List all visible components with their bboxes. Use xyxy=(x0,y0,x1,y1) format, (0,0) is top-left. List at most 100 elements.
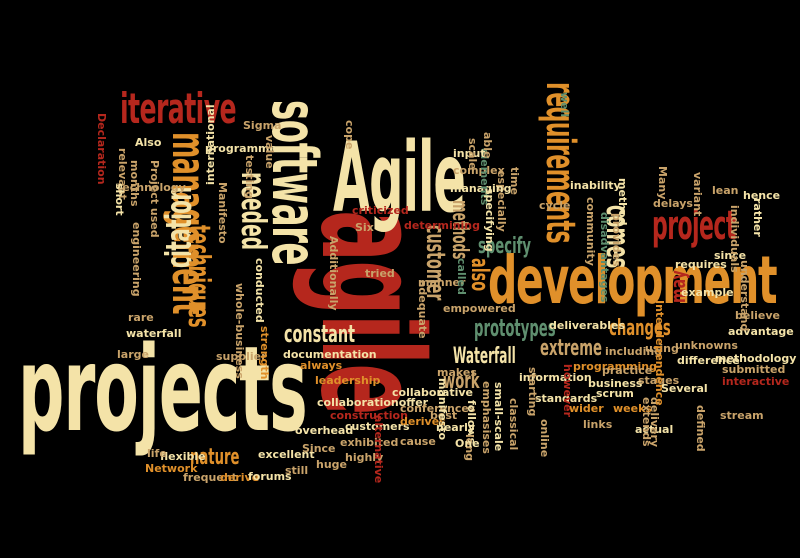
word-however: however xyxy=(561,364,574,418)
word-agile-cap: Agile xyxy=(333,122,466,234)
word-nature: nature xyxy=(190,445,240,470)
word-interactive: interactive xyxy=(722,375,790,388)
word-strength: strength xyxy=(258,326,271,380)
word-small-scale: small-scale xyxy=(492,382,505,452)
word-derives: derives xyxy=(400,415,446,428)
word-extreme: extreme xyxy=(540,336,602,361)
word-provides: provides xyxy=(610,213,623,267)
word-forums: forums xyxy=(248,470,292,483)
word-practice: practice xyxy=(602,364,653,377)
word-weeks: weeks xyxy=(613,402,652,415)
word-determining: determining xyxy=(404,219,481,232)
word-methodology: methodology xyxy=(715,352,797,365)
word-hence: hence xyxy=(743,189,781,202)
word-rare: rare xyxy=(128,311,154,324)
word-whole-business: whole-business xyxy=(233,283,246,379)
word-since-cap: Since xyxy=(302,442,336,455)
word-specifying: specifying xyxy=(483,188,496,252)
word-programming: programming xyxy=(573,360,657,373)
word-defined: defined xyxy=(694,405,707,452)
word-online: online xyxy=(538,419,551,458)
word-managing: managing xyxy=(450,182,512,195)
word-advantage: advantage xyxy=(728,325,794,338)
word-rather: rather xyxy=(751,198,764,237)
word-engineering: engineering xyxy=(130,222,143,297)
word-development: development xyxy=(488,242,778,319)
word-also: also xyxy=(466,258,494,292)
word-best: best xyxy=(430,409,458,422)
word-individuals: individuals xyxy=(728,205,741,273)
word-alternative: alternative xyxy=(372,415,385,484)
word-lean: lean xyxy=(712,184,739,197)
word-actual: actual xyxy=(635,423,674,436)
word-conducted: conducted xyxy=(253,258,266,323)
word-programme: programme xyxy=(205,142,277,155)
word-network: Network xyxy=(145,462,198,475)
word-standards: standards xyxy=(535,392,598,405)
word-projects: projects xyxy=(18,320,308,458)
word-variant: variant xyxy=(691,172,704,217)
word-several: Several xyxy=(661,382,708,395)
word-scale: scale xyxy=(466,138,479,170)
word-stages: stages xyxy=(638,374,680,387)
word-months: months xyxy=(128,160,141,207)
word-example: example xyxy=(681,286,734,299)
word-short: short xyxy=(113,183,126,216)
word-project: project xyxy=(652,203,736,249)
word-difference: difference xyxy=(677,354,740,367)
word-overhead: overhead xyxy=(295,424,354,437)
word-prototypes: prototypes xyxy=(474,314,556,342)
word-cycle: cycle xyxy=(539,199,571,212)
word-supplier: supplier xyxy=(216,350,267,363)
word-life: life xyxy=(147,447,167,460)
word-especially: especially xyxy=(495,170,508,232)
word-manifesto-cap: Manifesto xyxy=(216,182,229,244)
word-construction: construction xyxy=(330,409,408,422)
word-leadership: leadership xyxy=(315,374,381,387)
word-exhibited: exhibited xyxy=(340,436,399,449)
word-believe: believe xyxy=(735,309,780,322)
word-also-cap: Also xyxy=(135,136,162,149)
word-waterfall-cap: Waterfall xyxy=(453,344,516,369)
word-derive: derive xyxy=(220,471,260,484)
word-community: community xyxy=(584,197,597,266)
word-delays: delays xyxy=(653,197,693,210)
word-changes: changes xyxy=(609,316,671,341)
word-adequate: adequate xyxy=(416,280,429,339)
word-international: international xyxy=(204,104,217,185)
word-information: information xyxy=(519,371,592,384)
word-testing: testing xyxy=(243,155,256,199)
word-requires: requires xyxy=(675,258,727,271)
word-iterative: iterative xyxy=(120,84,237,133)
word-inability: inability xyxy=(570,179,621,192)
word-manifesto: manifesto xyxy=(436,378,449,441)
word-submitted: submitted xyxy=(722,363,786,376)
word-cope: cope xyxy=(343,120,356,150)
word-still: still xyxy=(285,464,309,477)
word-conferences: conferences xyxy=(400,402,476,415)
word-frequent: frequent xyxy=(183,471,237,484)
word-called: called xyxy=(455,258,468,295)
word-empowered: empowered xyxy=(443,302,516,315)
word-tried: tried xyxy=(365,267,395,280)
word-able: able xyxy=(481,132,494,159)
word-criticized: criticized xyxy=(352,204,409,217)
word-collaborative: collaborative xyxy=(392,386,473,399)
word-wider: wider xyxy=(569,402,604,415)
word-large: large xyxy=(117,348,149,361)
word-declaration: Declaration xyxy=(95,113,108,185)
word-customers: customers xyxy=(345,420,410,433)
word-specify: specify xyxy=(478,234,531,259)
word-always: always xyxy=(300,359,343,372)
word-excellent: excellent xyxy=(258,448,315,461)
word-input: input xyxy=(453,147,486,160)
word-waterfall-lower: waterfall xyxy=(126,327,182,340)
word-business: business xyxy=(588,377,643,390)
word-documentation: documentation xyxy=(283,348,377,361)
word-cause: cause xyxy=(400,435,436,448)
word-interdependence: Interdependence xyxy=(653,300,666,406)
word-value: value xyxy=(263,135,276,169)
word-techniques: techniques xyxy=(181,225,216,328)
word-scrum: scrum xyxy=(596,387,634,400)
